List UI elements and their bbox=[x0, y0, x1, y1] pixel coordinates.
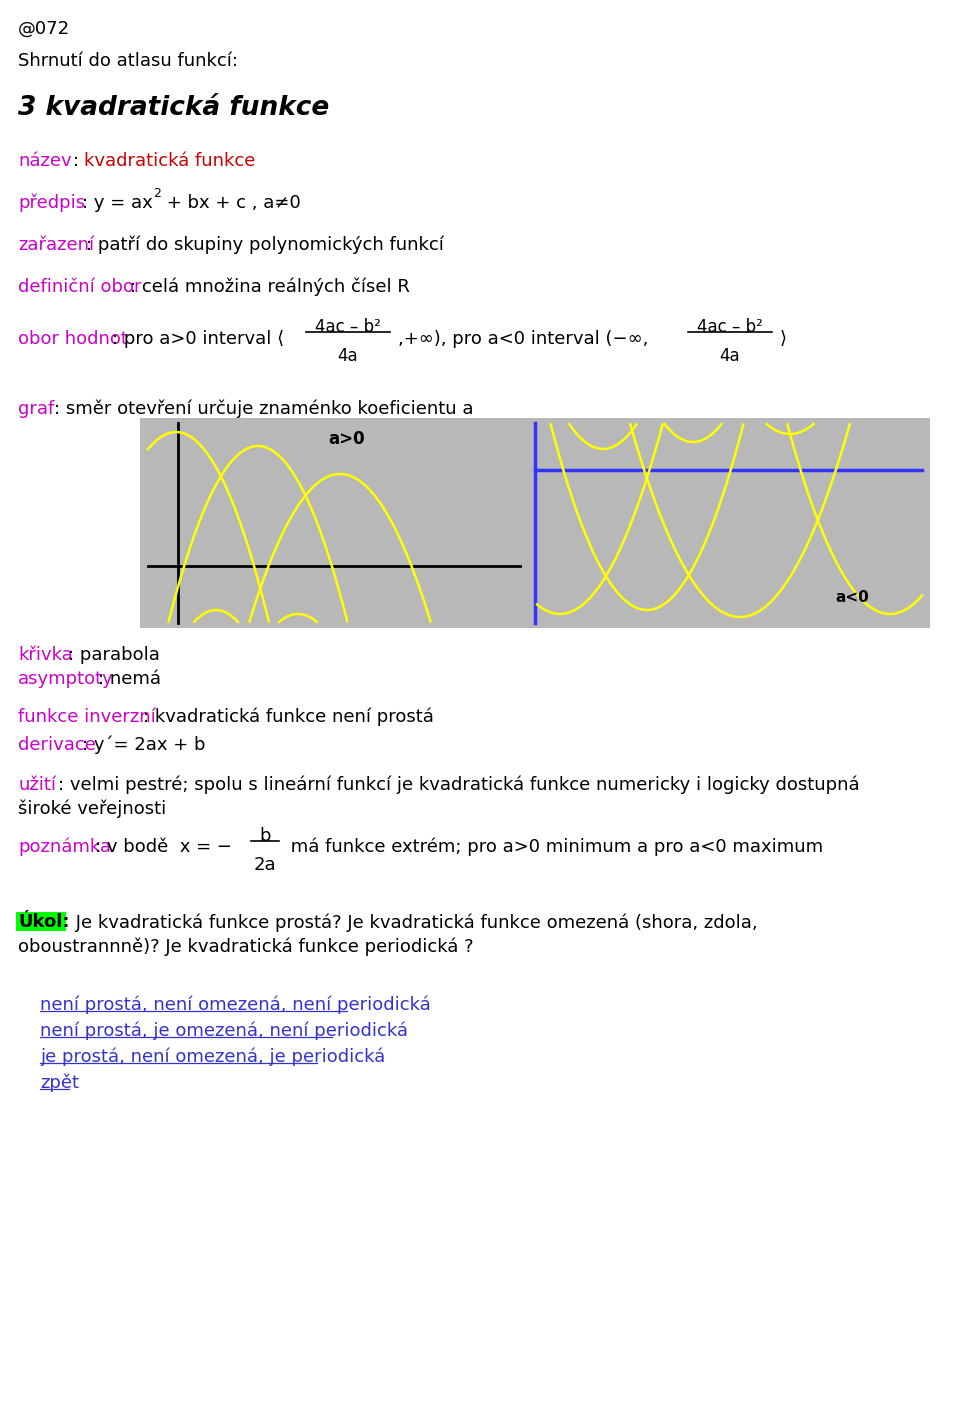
Text: : kvadratická funkce není prostá: : kvadratická funkce není prostá bbox=[143, 708, 434, 727]
Text: zpět: zpět bbox=[40, 1075, 79, 1093]
Text: zařazení: zařazení bbox=[18, 235, 94, 254]
Text: : celá množina reálných čísel R: : celá množina reálných čísel R bbox=[130, 277, 410, 297]
Text: funkce inverzní: funkce inverzní bbox=[18, 708, 156, 726]
Text: Shrnutí do atlasu funkcí:: Shrnutí do atlasu funkcí: bbox=[18, 52, 238, 70]
Text: ,+∞), pro a<0 interval (−∞,: ,+∞), pro a<0 interval (−∞, bbox=[398, 331, 648, 347]
Bar bbox=[16, 912, 66, 932]
Text: 4a: 4a bbox=[338, 347, 358, 366]
Text: b: b bbox=[259, 827, 271, 845]
Text: Úkol:: Úkol: bbox=[18, 913, 69, 932]
Text: 3 kvadratická funkce: 3 kvadratická funkce bbox=[18, 95, 329, 120]
Text: : y = ax: : y = ax bbox=[82, 193, 153, 212]
Text: derivace: derivace bbox=[18, 736, 96, 754]
Text: předpis: předpis bbox=[18, 193, 85, 213]
Text: křivka: křivka bbox=[18, 646, 73, 664]
Text: 4ac – b²: 4ac – b² bbox=[315, 318, 381, 336]
Text: Je kvadratická funkce prostá? Je kvadratická funkce omezená (shora, zdola,: Je kvadratická funkce prostá? Je kvadrat… bbox=[70, 913, 757, 932]
Text: 2: 2 bbox=[153, 186, 161, 200]
Text: @072: @072 bbox=[18, 20, 70, 38]
Text: kvadratická funkce: kvadratická funkce bbox=[84, 151, 255, 170]
Text: užití: užití bbox=[18, 776, 56, 794]
Text: poznámka: poznámka bbox=[18, 838, 111, 856]
Text: : velmi pestré; spolu s lineární funkcí je kvadratická funkce numericky i logick: : velmi pestré; spolu s lineární funkcí … bbox=[58, 776, 859, 794]
Text: : pro a>0 interval ⟨: : pro a>0 interval ⟨ bbox=[112, 331, 284, 347]
Text: 4ac – b²: 4ac – b² bbox=[697, 318, 763, 336]
Text: : patří do skupiny polynomických funkcí: : patří do skupiny polynomických funkcí bbox=[86, 235, 444, 255]
Text: definiční obor: definiční obor bbox=[18, 277, 141, 296]
Text: 2a: 2a bbox=[253, 856, 276, 874]
Text: : y´= 2ax + b: : y´= 2ax + b bbox=[82, 736, 205, 755]
Text: ⟩: ⟩ bbox=[780, 331, 787, 347]
Text: : nemá: : nemá bbox=[98, 670, 161, 688]
Text: název: název bbox=[18, 151, 72, 170]
Text: oboustrannně)? Je kvadratická funkce periodická ?: oboustrannně)? Je kvadratická funkce per… bbox=[18, 937, 473, 955]
Text: : směr otevření určuje znaménko koeficientu a: : směr otevření určuje znaménko koeficie… bbox=[54, 401, 473, 419]
Text: není prostá, je omezená, není periodická: není prostá, je omezená, není periodická bbox=[40, 1021, 408, 1041]
Text: + bx + c , a≠0: + bx + c , a≠0 bbox=[161, 193, 300, 212]
Text: není prostá, není omezená, není periodická: není prostá, není omezená, není periodic… bbox=[40, 996, 431, 1014]
Text: je prostá, není omezená, je periodická: je prostá, není omezená, je periodická bbox=[40, 1048, 385, 1066]
Text: :: : bbox=[73, 151, 84, 170]
Text: asymptoty: asymptoty bbox=[18, 670, 113, 688]
Text: a>0: a>0 bbox=[328, 430, 366, 448]
Text: : parabola: : parabola bbox=[68, 646, 160, 664]
Text: široké veřejnosti: široké veřejnosti bbox=[18, 800, 166, 818]
Text: : v bodě  x = −: : v bodě x = − bbox=[95, 838, 232, 856]
Text: obor hodnot: obor hodnot bbox=[18, 331, 128, 347]
Text: má funkce extrém; pro a>0 minimum a pro a<0 maximum: má funkce extrém; pro a>0 minimum a pro … bbox=[285, 838, 823, 856]
Text: 4a: 4a bbox=[720, 347, 740, 366]
Bar bbox=[140, 417, 930, 628]
Text: a<0: a<0 bbox=[835, 590, 869, 605]
Text: graf: graf bbox=[18, 401, 55, 417]
